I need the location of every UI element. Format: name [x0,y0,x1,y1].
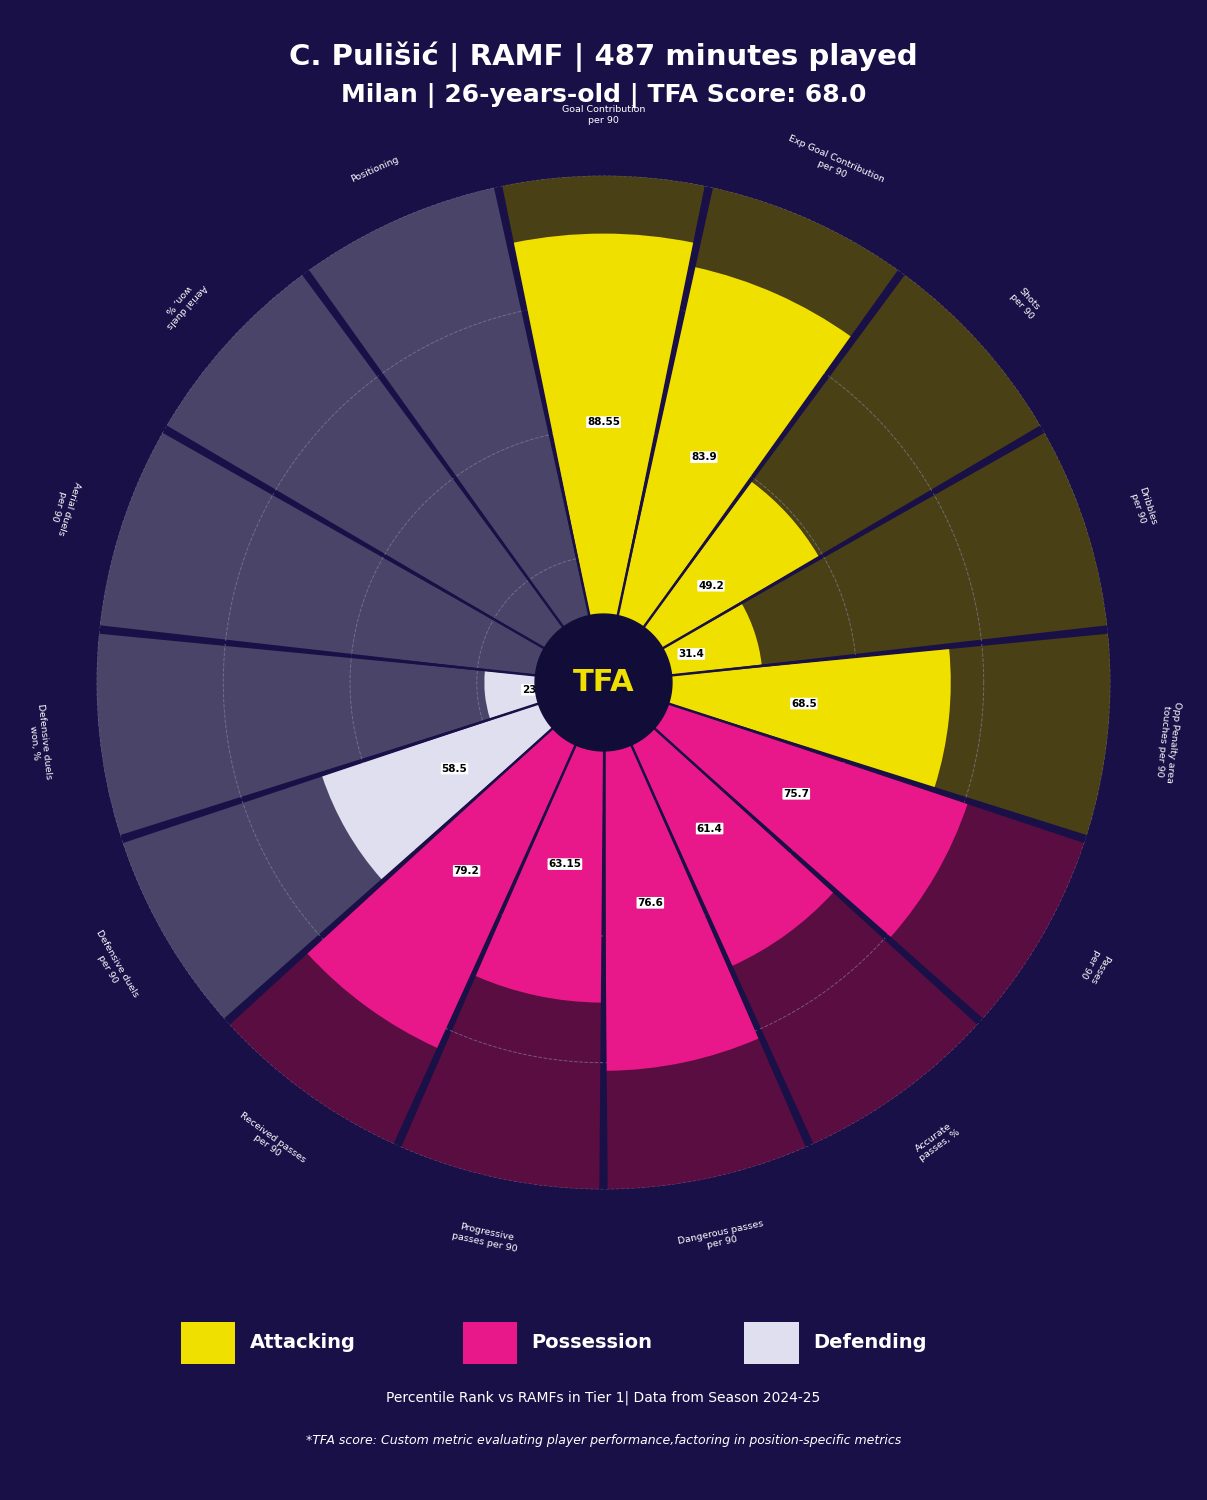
Bar [401,682,604,1190]
Bar [604,682,968,938]
Bar [514,234,693,682]
Text: Possession: Possession [531,1334,653,1352]
Text: 0.7: 0.7 [585,669,604,680]
Bar [322,682,604,879]
Text: C. Pulišić | RAMF | 487 minutes played: C. Pulišić | RAMF | 487 minutes played [290,42,917,72]
Text: 23.5: 23.5 [521,684,548,694]
Bar [604,604,762,682]
Bar [476,682,604,1002]
Text: Exp Goal Contribution
per 90: Exp Goal Contribution per 90 [783,134,886,194]
Text: Aerial duels
won, %: Aerial duels won, % [156,276,208,330]
Bar [585,652,604,682]
Text: 49.2: 49.2 [698,580,724,591]
Text: Shots
per 90: Shots per 90 [1008,285,1043,321]
Polygon shape [535,614,672,752]
Text: Progressive
passes per 90: Progressive passes per 90 [451,1221,520,1254]
Text: Dangerous passes
per 90: Dangerous passes per 90 [677,1220,766,1256]
Text: 63.15: 63.15 [548,859,582,868]
Bar [604,188,898,682]
Text: Goal Contribution
per 90: Goal Contribution per 90 [561,105,646,125]
Text: *TFA score: Custom metric evaluating player performance,factoring in position-sp: *TFA score: Custom metric evaluating pla… [305,1434,902,1448]
Bar [604,682,833,966]
Text: 68.5: 68.5 [791,699,817,708]
Text: 6.05: 6.05 [581,654,606,664]
Text: Received passes
per 90: Received passes per 90 [232,1110,308,1173]
Bar [229,682,604,1144]
Bar [600,680,604,682]
Bar [604,682,758,1071]
Bar [167,274,604,682]
Text: 79.2: 79.2 [454,865,479,876]
Bar [484,670,604,718]
Text: Percentile Rank vs RAMFs in Tier 1| Data from Season 2024-25: Percentile Rank vs RAMFs in Tier 1| Data… [386,1390,821,1406]
Bar [309,188,604,682]
Bar [604,267,851,682]
Text: Positioning: Positioning [350,154,401,183]
Text: 31.4: 31.4 [678,650,704,658]
Bar [604,633,1110,836]
Text: Opp Penalty area
touches per 90: Opp Penalty area touches per 90 [1154,700,1182,783]
Text: TFA: TFA [572,668,635,698]
Text: Milan | 26-years-old | TFA Score: 68.0: Milan | 26-years-old | TFA Score: 68.0 [340,82,867,108]
Bar [604,682,806,1190]
Bar [123,682,604,1018]
Text: Passes
per 90: Passes per 90 [1078,948,1112,986]
Bar [604,432,1107,682]
Bar [308,682,604,1048]
Text: 83.9: 83.9 [692,452,717,462]
Text: 88.55: 88.55 [587,417,620,428]
Text: Aerial duels
per 90: Aerial duels per 90 [46,477,82,537]
Text: Defending: Defending [814,1334,927,1352]
Text: Defensive duels
per 90: Defensive duels per 90 [84,928,140,1004]
Text: 2.8: 2.8 [578,672,596,682]
Bar [502,176,705,682]
Bar [100,432,604,682]
Bar [97,633,604,836]
Bar [604,682,978,1144]
Bar [604,650,951,788]
Bar [604,482,818,682]
Text: 76.6: 76.6 [637,898,664,908]
Bar [604,682,1084,1018]
Text: Accurate
passes, %: Accurate passes, % [912,1119,962,1164]
Text: Dribbles
per 90: Dribbles per 90 [1127,486,1159,530]
Text: 61.4: 61.4 [696,824,723,834]
Text: Defensive duels
won, %: Defensive duels won, % [25,704,53,780]
Bar [589,675,604,682]
Bar [604,274,1040,682]
Text: 75.7: 75.7 [783,789,809,800]
Text: Attacking: Attacking [250,1334,356,1352]
Text: 58.5: 58.5 [442,764,467,774]
